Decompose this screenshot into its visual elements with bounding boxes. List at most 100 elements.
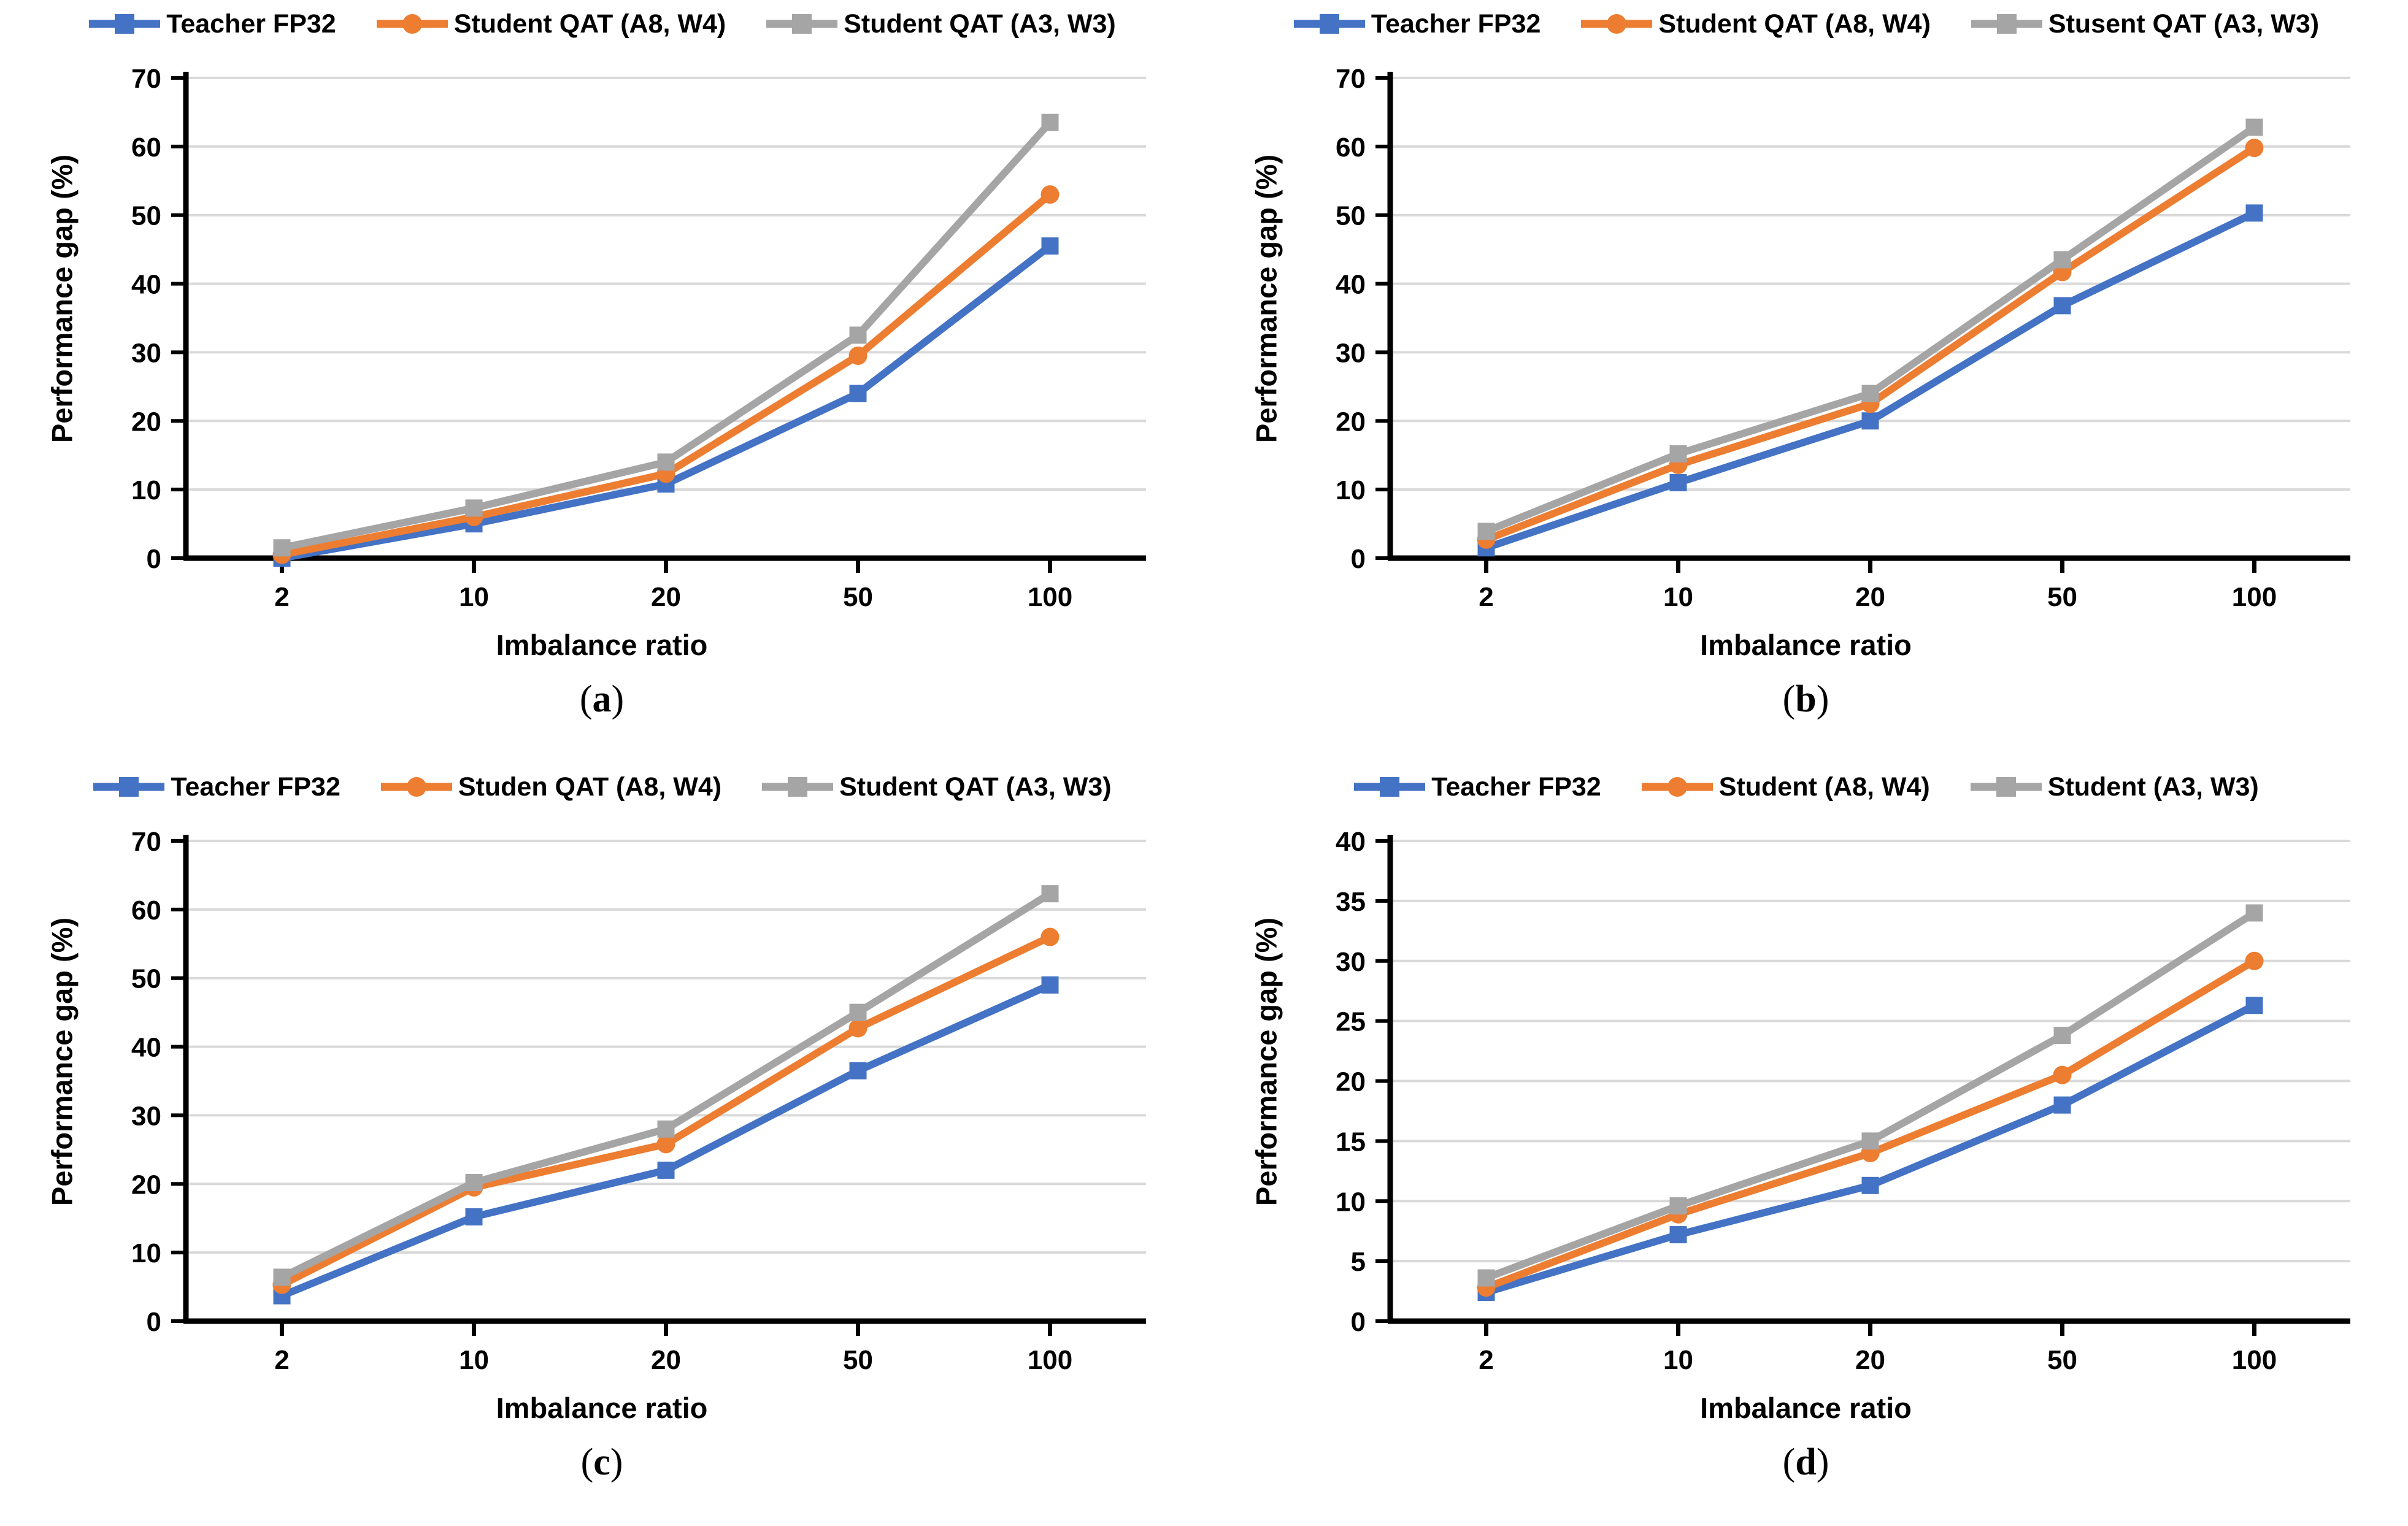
series-line [280, 891, 1052, 1281]
legend-circle [1607, 14, 1627, 34]
line-circle-marker-icon [380, 773, 453, 800]
caption-letter: c [593, 1441, 610, 1483]
legend-square [1319, 14, 1339, 34]
panel-caption-b: (b) [1783, 678, 1829, 721]
caption-letter: d [1795, 1441, 1817, 1483]
data-point-marker [848, 347, 867, 366]
y-tick-label: 20 [1336, 1067, 1366, 1097]
y-tick-label: 10 [131, 1238, 161, 1268]
x-tick-label: 100 [2231, 582, 2276, 612]
caption-paren: ) [611, 678, 625, 720]
data-point-marker [1861, 1176, 1879, 1194]
line-square-marker-icon [1293, 10, 1366, 37]
legend-label: Student (A8, W4) [1718, 772, 1930, 802]
y-tick-label: 60 [131, 132, 161, 163]
legend-label: Teacher FP32 [171, 772, 340, 802]
x-tick-label: 20 [1855, 582, 1885, 612]
panel-caption-d: (d) [1783, 1441, 1829, 1484]
data-point-marker [848, 1019, 867, 1038]
data-point-marker [2053, 297, 2071, 315]
y-tick-label: 30 [131, 1101, 161, 1131]
line-chart-d: 0 5 10 15 20 25 30 35 40 2 10 20 50 100 [1336, 827, 2350, 1375]
data-point-marker [657, 453, 675, 471]
x-tick-label: 100 [1028, 582, 1072, 612]
y-tick-label: 20 [131, 1170, 161, 1200]
x-tick-label: 20 [651, 582, 681, 612]
y-tick-label: 70 [1336, 64, 1366, 94]
data-point-marker [2245, 997, 2263, 1014]
line-chart-a: 0 10 20 30 40 50 60 70 2 10 20 50 100 [131, 64, 1146, 612]
x-tick-label: 50 [843, 582, 873, 612]
data-point-marker [1041, 885, 1059, 903]
data-point-marker [849, 1003, 867, 1021]
data-point-marker [1041, 113, 1059, 131]
legend-item-teacher-fp32: Teacher FP32 [88, 9, 336, 39]
x-tick-label: 2 [274, 1345, 289, 1375]
x-tick-label: 10 [1663, 1345, 1693, 1375]
data-point-marker [1477, 523, 1494, 540]
y-tick-label: 30 [1336, 338, 1366, 368]
data-point-marker [1669, 1226, 1687, 1244]
caption-paren: ) [610, 1441, 623, 1483]
data-point-marker [1477, 1269, 1494, 1287]
legend-square [119, 777, 139, 797]
series-line [1484, 910, 2256, 1282]
legend-a: Teacher FP32 Student QAT (A8, W4) Studen… [88, 4, 1116, 44]
data-point-marker [465, 1174, 483, 1192]
data-point-marker [1669, 474, 1687, 491]
legend-label: Student QAT (A3, W3) [844, 9, 1116, 39]
x-tick-label: 50 [2047, 1345, 2077, 1375]
y-tick-label: 70 [131, 64, 161, 94]
legend-item-student-a3-w3: Student (A3, W3) [1969, 772, 2259, 802]
y-tick-label: 0 [147, 544, 161, 574]
data-point-marker [1041, 927, 1060, 946]
chart-area-a: Performance gap (%) 0 10 20 30 40 50 60 70 2 10 20… [39, 44, 1164, 627]
data-point-marker [656, 1135, 675, 1154]
y-tick-label: 30 [131, 338, 161, 368]
line-square-marker-icon [761, 773, 834, 800]
y-tick-label: 0 [147, 1307, 161, 1337]
x-tick-label: 2 [1479, 582, 1493, 612]
y-tick-label: 0 [1350, 544, 1365, 574]
panel-a: Teacher FP32 Student QAT (A8, W4) Studen… [0, 0, 1204, 763]
y-tick-label: 5 [1350, 1247, 1365, 1277]
data-point-marker [1669, 1197, 1687, 1215]
legend-square [1996, 777, 2016, 797]
x-tick-label: 10 [1663, 582, 1693, 612]
y-tick-label: 15 [1336, 1127, 1366, 1157]
data-point-marker [1861, 385, 1879, 402]
legend-item-teacher-fp32: Teacher FP32 [1293, 9, 1541, 39]
series-line [280, 934, 1052, 1289]
legend-circle [402, 14, 422, 34]
data-point-marker [2053, 251, 2071, 269]
x-axis-title: Imbalance ratio [1700, 1392, 1912, 1424]
x-axis-title: Imbalance ratio [1700, 629, 1912, 661]
legend-square [788, 777, 808, 797]
legend-item-teacher-fp32: Teacher FP32 [92, 772, 340, 802]
legend-item-student-qat-a3-w3: Student QAT (A3, W3) [765, 9, 1116, 39]
data-point-marker [657, 1120, 675, 1138]
data-point-marker [2245, 904, 2263, 922]
y-tick-label: 20 [1336, 407, 1366, 437]
panel-d: Teacher FP32 Student (A8, W4) Student (A… [1204, 763, 2408, 1526]
x-tick-label: 10 [459, 1345, 489, 1375]
caption-paren: ( [1782, 678, 1796, 720]
panel-caption-a: (a) [580, 678, 624, 721]
y-tick-label: 40 [1336, 270, 1366, 300]
series-line [1484, 124, 2256, 535]
line-circle-marker-icon [375, 10, 449, 37]
y-axis-title: Performance gap (%) [1250, 917, 1282, 1206]
caption-paren: ) [1816, 1441, 1829, 1483]
data-point-marker [849, 326, 867, 344]
y-tick-label: 10 [1336, 475, 1366, 505]
line-circle-marker-icon [1641, 773, 1714, 800]
legend-item-teacher-fp32: Teacher FP32 [1353, 772, 1601, 802]
chart-area-b: Performance gap (%) 0 10 20 30 40 50 60 70 2 10 20… [1244, 44, 2369, 627]
y-tick-label: 50 [1336, 201, 1366, 231]
x-tick-label: 2 [1479, 1345, 1493, 1375]
x-tick-label: 20 [1855, 1345, 1885, 1375]
y-tick-label: 10 [1336, 1187, 1366, 1217]
panel-b: Teacher FP32 Student QAT (A8, W4) Stusen… [1204, 0, 2408, 763]
caption-paren: ( [1782, 1441, 1796, 1483]
legend-item-student-qat-a8-w4: Student QAT (A8, W4) [375, 9, 726, 39]
